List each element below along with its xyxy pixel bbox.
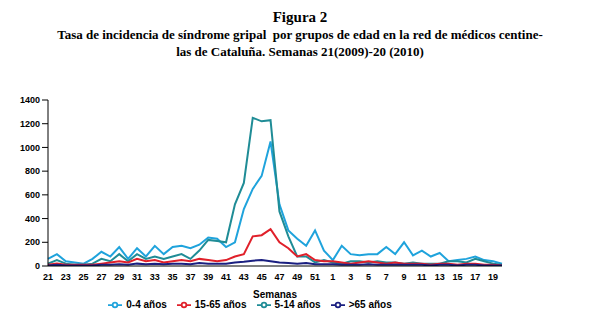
svg-text:31: 31 <box>132 272 142 282</box>
html-text:las de Cataluña. Semanas 21(20: las de Cataluña. Semanas 21(2009)-20 (20… <box>176 44 424 59</box>
html-text:>65 años: >65 años <box>348 298 392 310</box>
svg-text:1400: 1400 <box>20 95 40 105</box>
svg-text:43: 43 <box>239 272 249 282</box>
svg-text:11: 11 <box>417 272 427 282</box>
svg-text:400: 400 <box>25 214 40 224</box>
svg-text:35: 35 <box>168 272 178 282</box>
svg-text:33: 33 <box>150 272 160 282</box>
svg-text:45: 45 <box>257 272 267 282</box>
svg-text:47: 47 <box>274 272 284 282</box>
svg-text:21: 21 <box>43 272 53 282</box>
svg-text:1000: 1000 <box>20 143 40 153</box>
svg-text:49: 49 <box>292 272 302 282</box>
svg-text:29: 29 <box>114 272 124 282</box>
svg-text:15: 15 <box>452 272 462 282</box>
svg-text:1200: 1200 <box>20 119 40 129</box>
html-text:0-4 años: 0-4 años <box>126 298 167 310</box>
svg-text:200: 200 <box>25 237 40 247</box>
svg-text:1: 1 <box>330 272 335 282</box>
html-text:Figura 2: Figura 2 <box>272 9 328 25</box>
svg-text:27: 27 <box>96 272 106 282</box>
svg-text:5: 5 <box>366 272 371 282</box>
html-text:5-14 años: 5-14 años <box>274 298 321 310</box>
svg-text:23: 23 <box>61 272 71 282</box>
html-text:Tasa de incidencia de síndrome: Tasa de incidencia de síndrome gripal po… <box>57 27 543 42</box>
svg-text:3: 3 <box>348 272 353 282</box>
svg-text:37: 37 <box>185 272 195 282</box>
svg-text:39: 39 <box>203 272 213 282</box>
svg-text:17: 17 <box>470 272 480 282</box>
svg-text:41: 41 <box>221 272 231 282</box>
svg-text:9: 9 <box>402 272 407 282</box>
svg-text:600: 600 <box>25 190 40 200</box>
svg-text:51: 51 <box>310 272 320 282</box>
svg-text:800: 800 <box>25 166 40 176</box>
svg-text:Semanas: Semanas <box>253 289 297 300</box>
svg-text:0: 0 <box>35 261 40 271</box>
svg-text:19: 19 <box>488 272 498 282</box>
svg-text:25: 25 <box>79 272 89 282</box>
svg-text:13: 13 <box>435 272 445 282</box>
svg-text:7: 7 <box>384 272 389 282</box>
html-text:15-65 años: 15-65 años <box>194 298 247 310</box>
